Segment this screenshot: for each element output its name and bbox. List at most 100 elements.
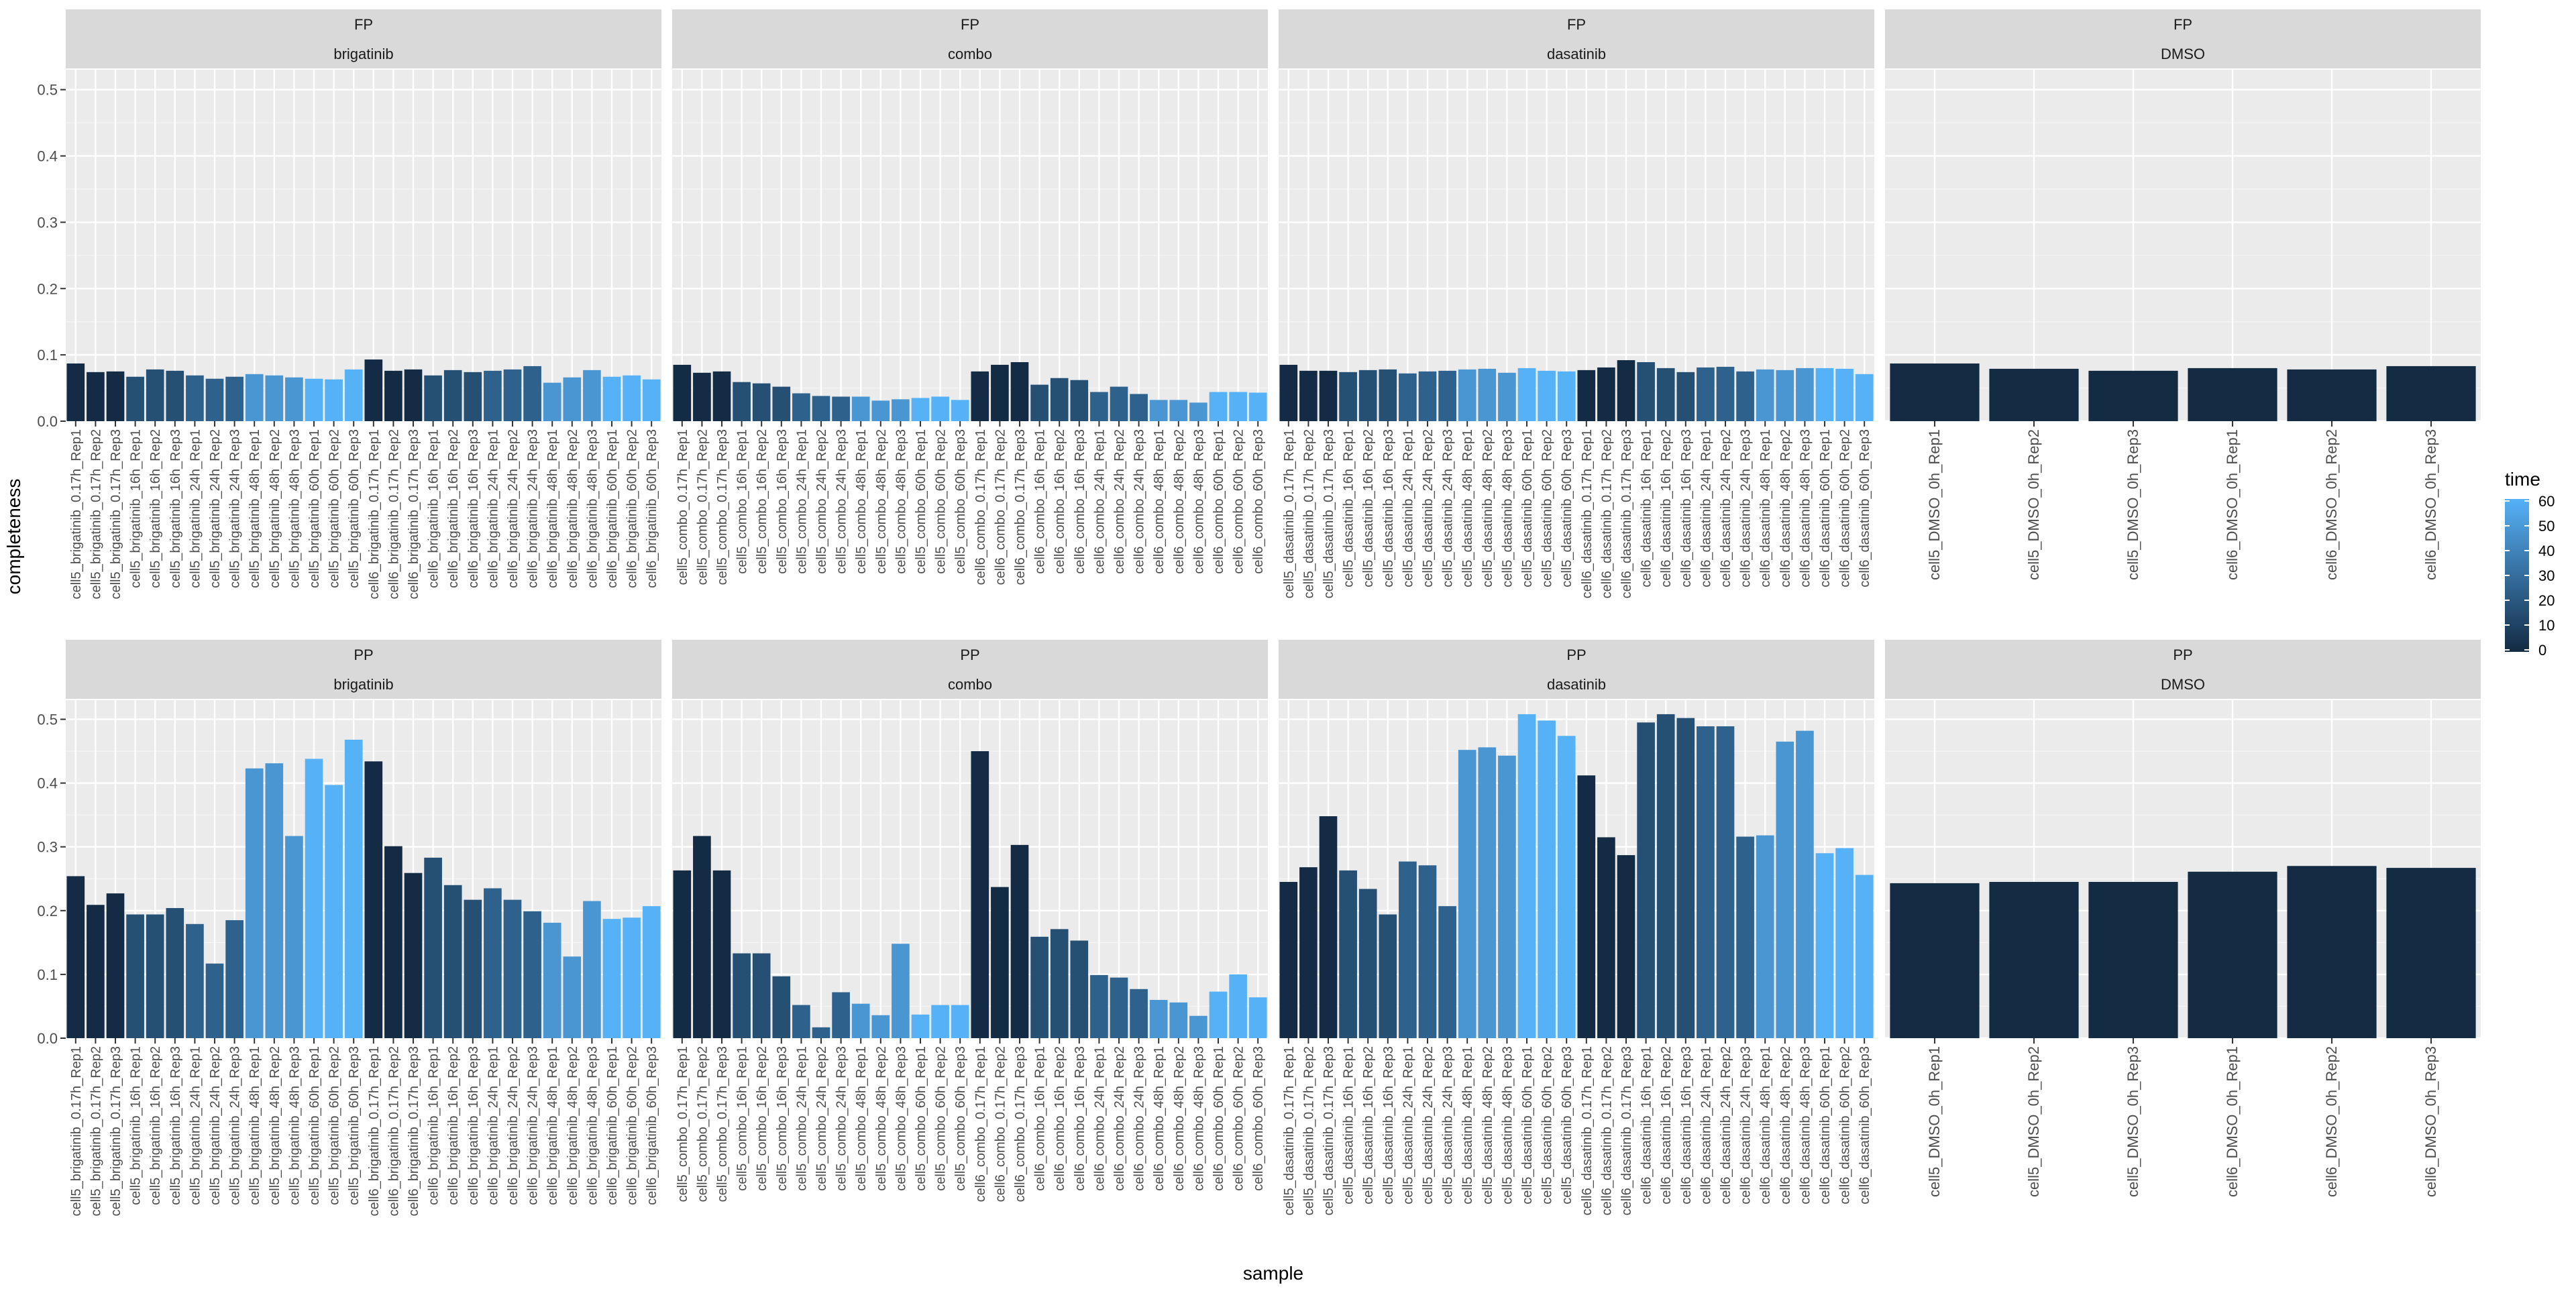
- bar: [305, 759, 323, 1038]
- bar: [673, 364, 692, 421]
- x-tick-label: cell5_dasatinib_48h_Rep1: [1460, 1046, 1475, 1204]
- bar: [1617, 855, 1635, 1038]
- x-tick-label: cell5_brigatinib_0.17h_Rep1: [69, 1046, 84, 1217]
- x-tick-label: cell6_combo_16h_Rep3: [1073, 1046, 1087, 1191]
- bar: [1149, 999, 1168, 1038]
- x-tick-label: cell6_brigatinib_0.17h_Rep3: [407, 1046, 421, 1217]
- legend-title: time: [2505, 469, 2540, 490]
- facet-strip-outer: [672, 9, 1268, 39]
- bar: [1756, 835, 1774, 1038]
- facet-strip-label-treatment: DMSO: [2161, 676, 2205, 693]
- bar: [66, 363, 85, 421]
- bar: [1577, 370, 1596, 421]
- bar: [225, 920, 244, 1038]
- x-tick-label: cell5_brigatinib_48h_Rep3: [287, 429, 302, 588]
- x-tick-label: cell6_dasatinib_24h_Rep2: [1719, 1046, 1733, 1204]
- bar: [851, 1003, 870, 1038]
- facet-strip-label-row: FP: [354, 16, 373, 33]
- x-tick-label: cell5_combo_60h_Rep2: [934, 1046, 949, 1191]
- x-tick-label: cell6_dasatinib_0.17h_Rep1: [1580, 429, 1595, 598]
- x-tick-label: cell5_dasatinib_0.17h_Rep2: [1301, 1046, 1316, 1215]
- x-tick-label: cell6_combo_0.17h_Rep3: [1013, 429, 1028, 585]
- bar: [752, 953, 771, 1038]
- x-tick-label: cell5_dasatinib_48h_Rep2: [1481, 1046, 1495, 1204]
- bar: [2088, 370, 2178, 421]
- bar: [951, 1005, 969, 1038]
- x-tick-label: cell6_combo_16h_Rep3: [1073, 429, 1087, 574]
- facet-strip-label-row: FP: [1567, 16, 1586, 33]
- bar: [1248, 392, 1267, 421]
- bar: [186, 375, 204, 421]
- x-tick-label: cell6_dasatinib_16h_Rep1: [1640, 429, 1654, 587]
- x-tick-label: cell6_DMSO_0h_Rep3: [2422, 1046, 2439, 1197]
- bar: [285, 377, 303, 421]
- y-tick-label: 0.0: [37, 413, 58, 430]
- x-tick-label: cell5_brigatinib_16h_Rep3: [168, 429, 183, 588]
- bar: [1299, 867, 1318, 1038]
- x-tick-label: cell5_combo_48h_Rep1: [854, 429, 869, 574]
- x-tick-label: cell5_brigatinib_48h_Rep2: [268, 1046, 282, 1205]
- x-tick-label: cell6_combo_0.17h_Rep2: [993, 429, 1008, 585]
- bar: [1130, 394, 1148, 421]
- x-tick-label: cell5_combo_0.17h_Rep2: [695, 1046, 710, 1202]
- y-tick-label: 0.0: [37, 1030, 58, 1047]
- bar: [1319, 370, 1338, 421]
- x-tick-label: cell6_brigatinib_60h_Rep2: [625, 429, 640, 588]
- x-tick-label: cell6_dasatinib_0.17h_Rep3: [1619, 429, 1634, 598]
- facet-strip-label-treatment: dasatinib: [1547, 676, 1606, 693]
- legend-tick-label: 20: [2538, 592, 2555, 609]
- bar: [1229, 392, 1247, 421]
- x-tick-label: cell6_brigatinib_24h_Rep1: [486, 1046, 500, 1205]
- x-tick-label: cell6_brigatinib_0.17h_Rep2: [386, 1046, 401, 1217]
- x-tick-label: cell5_brigatinib_16h_Rep2: [148, 429, 163, 588]
- x-tick-label: cell6_dasatinib_16h_Rep1: [1640, 1046, 1654, 1204]
- bar: [1110, 977, 1128, 1038]
- x-tick-label: cell6_dasatinib_60h_Rep2: [1838, 1046, 1853, 1204]
- bar: [464, 899, 482, 1038]
- panel-background: [1885, 70, 2481, 421]
- bar: [1169, 1002, 1188, 1038]
- bar: [1716, 366, 1735, 421]
- bar: [523, 911, 541, 1038]
- x-tick-label: cell5_dasatinib_48h_Rep1: [1460, 429, 1475, 587]
- bar: [1299, 370, 1318, 421]
- facet-strip-label-row: PP: [2173, 647, 2192, 663]
- bar: [832, 396, 850, 421]
- bar: [693, 372, 711, 421]
- facet-strip-label-treatment: combo: [948, 676, 992, 693]
- x-tick-label: cell5_brigatinib_60h_Rep1: [307, 429, 322, 588]
- x-tick-label: cell5_dasatinib_24h_Rep1: [1401, 1046, 1415, 1204]
- x-tick-label: cell5_dasatinib_60h_Rep2: [1540, 429, 1555, 587]
- legend-tick-label: 40: [2538, 543, 2555, 559]
- bar: [583, 370, 601, 421]
- facet-strip-label-row: PP: [960, 647, 979, 663]
- x-tick-label: cell6_brigatinib_48h_Rep3: [585, 1046, 600, 1205]
- x-tick-label: cell6_dasatinib_24h_Rep1: [1699, 429, 1713, 587]
- bar: [623, 375, 641, 421]
- x-tick-label: cell6_brigatinib_16h_Rep1: [427, 1046, 441, 1205]
- legend-tick-label: 60: [2538, 493, 2555, 510]
- bar: [673, 870, 692, 1038]
- x-tick-label: cell6_combo_60h_Rep1: [1212, 429, 1226, 574]
- x-tick-label: cell5_brigatinib_0.17h_Rep3: [109, 1046, 123, 1217]
- bar: [1110, 386, 1128, 421]
- x-tick-label: cell5_dasatinib_48h_Rep3: [1500, 429, 1515, 587]
- bar: [712, 371, 731, 421]
- x-tick-label: cell5_combo_0.17h_Rep3: [715, 429, 730, 585]
- x-tick-label: cell5_brigatinib_0.17h_Rep2: [89, 1046, 103, 1217]
- bar: [484, 888, 502, 1038]
- panel-background: [66, 700, 661, 1038]
- x-tick-label: cell5_brigatinib_24h_Rep1: [188, 429, 203, 588]
- bar: [1676, 718, 1695, 1038]
- bar: [1070, 380, 1089, 421]
- x-tick-label: cell6_brigatinib_0.17h_Rep1: [367, 1046, 382, 1217]
- bar: [1438, 370, 1456, 421]
- x-tick-label: cell6_combo_48h_Rep2: [1172, 429, 1187, 574]
- bar: [971, 371, 989, 421]
- x-tick-label: cell6_brigatinib_0.17h_Rep2: [386, 429, 401, 600]
- x-tick-label: cell6_brigatinib_60h_Rep1: [605, 1046, 620, 1205]
- facet-strip-outer: [66, 640, 661, 669]
- x-tick-label: cell6_brigatinib_60h_Rep3: [645, 429, 659, 588]
- x-tick-label: cell6_dasatinib_0.17h_Rep3: [1619, 1046, 1634, 1215]
